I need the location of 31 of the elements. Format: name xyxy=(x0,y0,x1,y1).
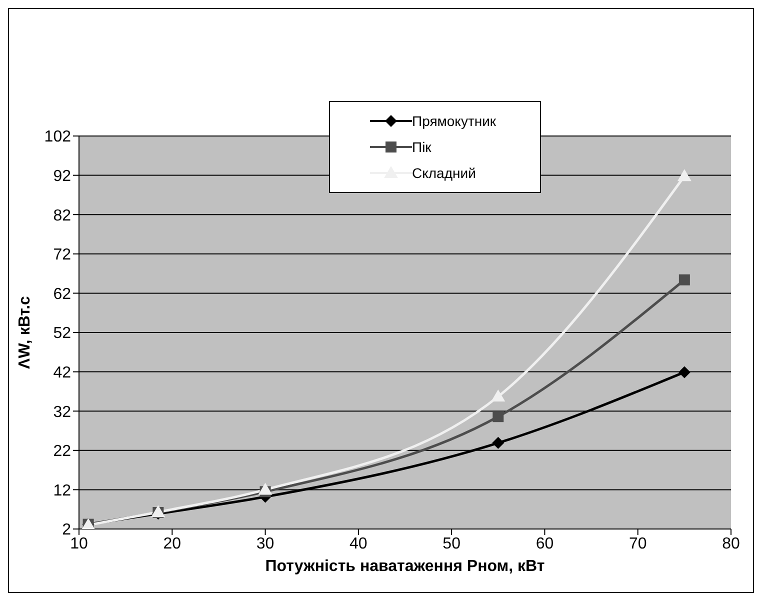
y-tick-label: 52 xyxy=(53,325,72,342)
y-tick-label: 2 xyxy=(62,522,72,539)
y-tick-label: 92 xyxy=(53,168,72,185)
legend-label: Пік xyxy=(412,139,432,155)
x-tick-label: 10 xyxy=(70,535,88,552)
legend-label: Прямокутник xyxy=(412,113,496,129)
point xyxy=(258,482,272,495)
legend-label: Складний xyxy=(412,165,476,181)
y-tick-label: 82 xyxy=(53,207,72,224)
x-tick-label: 80 xyxy=(722,535,740,552)
y-tick-label: 22 xyxy=(53,443,72,460)
point xyxy=(677,169,692,182)
y-tick-label: 102 xyxy=(44,128,72,146)
x-axis-title: Потужність наватаження Pном, кВт xyxy=(265,558,545,575)
x-tick-label: 30 xyxy=(256,535,274,552)
y-tick-label: 72 xyxy=(53,246,72,264)
x-tick-label: 70 xyxy=(628,535,647,552)
point xyxy=(678,366,690,378)
y-tick-label: 62 xyxy=(53,286,72,303)
point xyxy=(678,274,690,286)
y-axis-title: ΛW, кВт.с xyxy=(16,296,34,369)
x-tick-label: 50 xyxy=(442,535,461,552)
y-tick-label: 32 xyxy=(53,404,72,421)
x-tick-label: 60 xyxy=(536,535,554,552)
point xyxy=(491,390,506,402)
x-tick-label: 40 xyxy=(350,535,368,552)
point xyxy=(492,436,504,449)
point xyxy=(492,411,504,422)
y-tick-label: 42 xyxy=(53,364,72,382)
x-tick-label: 20 xyxy=(163,535,182,552)
y-tick-label: 12 xyxy=(53,482,72,500)
